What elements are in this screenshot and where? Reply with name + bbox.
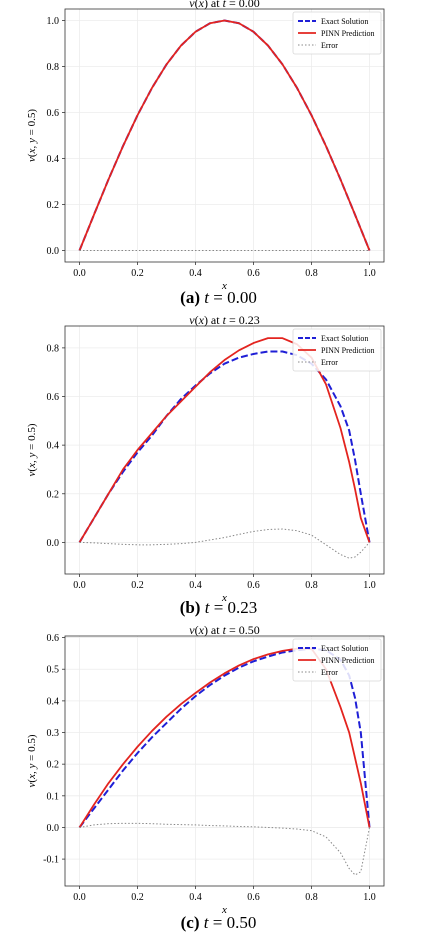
x-tick-label: 0.8 [305, 580, 318, 591]
y-tick-label: 0.2 [47, 489, 60, 500]
legend-label: Exact Solution [321, 334, 368, 343]
chart-title: v(x) at t = 0.00 [189, 0, 259, 10]
caption-b: (b) t = 0.23 [0, 598, 437, 618]
y-tick-label: 0.0 [47, 246, 60, 257]
caption-variable: t [204, 598, 210, 617]
series-line-pinn-prediction [78, 647, 371, 828]
x-tick-label: 0.4 [189, 580, 202, 591]
y-tick-label: 0.2 [47, 200, 60, 211]
y-tick-label: 0.5 [47, 665, 60, 676]
legend-label: PINN Prediction [321, 29, 375, 38]
chart-title: v(x) at t = 0.50 [189, 623, 259, 637]
x-tick-label: 0.0 [73, 580, 86, 591]
legend: Exact Solution PINN Prediction Error [292, 328, 382, 372]
legend: Exact Solution PINN Prediction Error [292, 638, 382, 682]
x-tick-label: 0.6 [247, 892, 260, 903]
y-tick-label: 0.0 [47, 823, 60, 834]
series-line-error [79, 528, 370, 559]
caption-label: (c) [180, 913, 200, 932]
caption-value: = 0.50 [212, 913, 257, 932]
series-line-error [79, 822, 370, 876]
x-axis-label: x [221, 592, 227, 604]
panel-a: 0.0 0.2 0.4 0.6 0.8 1.0 0.0 0.2 0.4 0.6 0.8 1.0 x v(x… [0, 0, 437, 320]
legend-box [292, 638, 382, 682]
series-line-exact-solution [78, 350, 371, 543]
x-tick-label: 0.2 [131, 580, 144, 591]
legend-box [292, 11, 382, 55]
x-axis-label: x [221, 280, 227, 292]
legend-label: PINN Prediction [321, 656, 375, 665]
caption-a: (a) t = 0.00 [0, 288, 437, 308]
x-tick-label: 0.2 [131, 892, 144, 903]
x-tick-label: 0.0 [73, 268, 86, 279]
chart-b: 0.0 0.2 0.4 0.6 0.8 1.0 0.0 0.2 0.4 0.6 0.8 x v(x, y… [26, 313, 385, 604]
legend-label: Exact Solution [321, 644, 368, 653]
series-line-pinn-prediction [78, 19, 371, 251]
x-tick-label: 0.2 [131, 268, 144, 279]
y-tick-label: 0.8 [47, 343, 60, 354]
y-tick-label: 0.3 [47, 728, 60, 739]
x-tick-label: 1.0 [363, 268, 376, 279]
chart-title: v(x) at t = 0.23 [189, 313, 259, 327]
x-tick-label: 0.4 [189, 892, 202, 903]
y-tick-label: 0.8 [47, 62, 60, 73]
caption-variable: t [203, 913, 209, 932]
legend-label: Exact Solution [321, 17, 368, 26]
y-axis-label: v(x, y = 0.5) [26, 423, 38, 476]
y-tick-label: 0.6 [47, 108, 60, 119]
y-axis-label: v(x, y = 0.5) [26, 109, 38, 162]
y-tick-label: 1.0 [47, 16, 60, 27]
plot-frame [64, 8, 385, 263]
y-tick-label: 0.0 [47, 538, 60, 549]
x-tick-label: 1.0 [363, 580, 376, 591]
legend: Exact Solution PINN Prediction Error [292, 11, 382, 55]
x-tick-label: 0.6 [247, 580, 260, 591]
y-tick-label: 0.2 [47, 760, 60, 771]
x-axis-label: x [221, 904, 227, 916]
y-tick-label: 0.4 [47, 441, 60, 452]
y-tick-label: -0.1 [43, 855, 59, 866]
caption-c: (c) t = 0.50 [0, 913, 437, 933]
legend-box [292, 328, 382, 372]
y-axis-label: v(x, y = 0.5) [26, 734, 38, 787]
x-tick-label: 1.0 [363, 892, 376, 903]
legend-label: Error [321, 41, 338, 50]
y-tick-label: 0.4 [47, 696, 60, 707]
x-tick-label: 0.0 [73, 892, 86, 903]
series-line-pinn-prediction [78, 337, 371, 543]
caption-value: = 0.00 [213, 288, 257, 307]
x-tick-label: 0.4 [189, 268, 202, 279]
caption-value: = 0.23 [213, 598, 258, 617]
panel-b: 0.0 0.2 0.4 0.6 0.8 1.0 0.0 0.2 0.4 0.6 0.8 x v(x, y… [0, 313, 437, 618]
caption-variable: t [204, 288, 209, 307]
y-tick-label: 0.6 [47, 392, 60, 403]
y-tick-label: 0.1 [47, 791, 60, 802]
y-tick-label: 0.4 [47, 154, 60, 165]
legend-label: Error [321, 668, 338, 677]
caption-label: (b) [179, 598, 201, 617]
caption-label: (a) [180, 288, 200, 307]
plot-frame [64, 635, 385, 887]
x-tick-label: 0.8 [305, 892, 318, 903]
x-tick-label: 0.6 [247, 268, 260, 279]
plot-frame [64, 325, 385, 575]
legend-label: Error [321, 358, 338, 367]
grid [65, 636, 384, 886]
y-tick-label: 0.6 [47, 633, 60, 644]
legend-label: PINN Prediction [321, 346, 375, 355]
x-tick-label: 0.8 [305, 268, 318, 279]
chart-c: 0.0 0.2 0.4 0.6 0.8 1.0 -0.1 0.0 0.1 0.2 0.3 0.4 0.5… [26, 623, 385, 916]
chart-a: 0.0 0.2 0.4 0.6 0.8 1.0 0.0 0.2 0.4 0.6 0.8 1.0 x v(x… [26, 0, 385, 292]
